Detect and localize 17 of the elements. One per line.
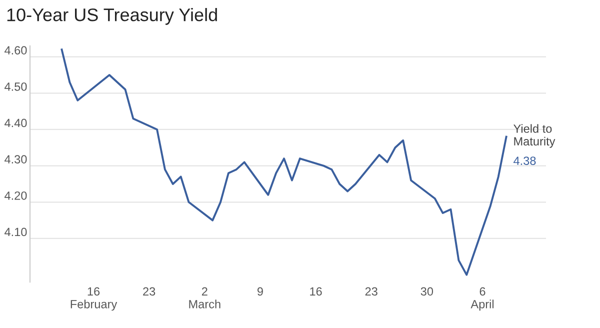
y-tick-label: 4.10 [4, 228, 27, 236]
y-tick-label: 4.30 [4, 155, 27, 164]
x-tick-label: 9 [257, 287, 263, 296]
y-tick-label: 4.20 [4, 191, 27, 200]
y-tick-label: 4.50 [4, 82, 27, 91]
x-tick-label: 6 April [470, 287, 494, 311]
data-label: 4.38 [514, 156, 536, 165]
x-tick-label: 30 [420, 287, 434, 296]
annotation: Yield to Maturity [514, 124, 556, 148]
x-tick-label: 2 March [189, 287, 220, 308]
chart-title: 10-Year US Treasury Yield [7, 8, 217, 25]
x-tick-label: 23 [143, 287, 156, 296]
x-tick-label: 23 [365, 287, 378, 296]
x-tick-label: 16 February [70, 287, 118, 311]
y-tick-label: 4.60 [4, 46, 27, 54]
x-tick-label: 16 [310, 287, 322, 296]
y-tick-label: 4.40 [4, 118, 27, 128]
